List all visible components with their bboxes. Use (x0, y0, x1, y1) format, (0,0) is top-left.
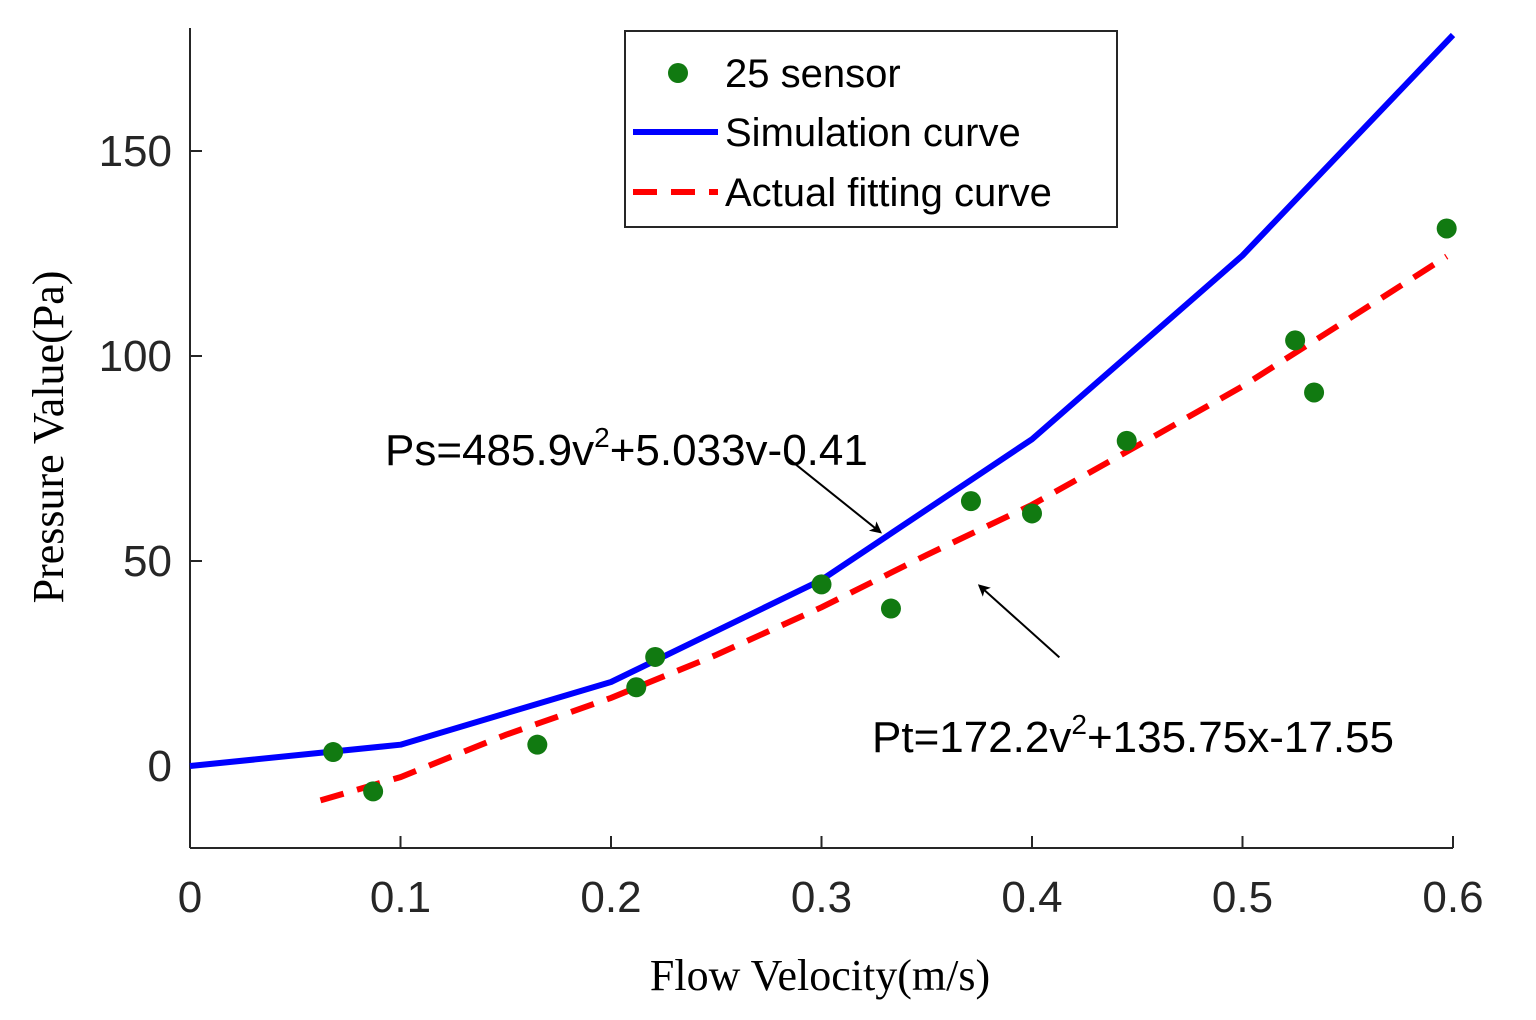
sensor-data-point (1022, 503, 1042, 524)
x-axis-label: Flow Velocity(m/s) (650, 951, 990, 1000)
sensor-data-point (645, 646, 666, 667)
sensor-data-point (1304, 382, 1325, 403)
sensor-data-point (1436, 218, 1457, 239)
legend-label: Simulation curve (725, 111, 1021, 155)
sensor-data-point (363, 781, 384, 802)
x-tick-label: 0 (178, 873, 202, 922)
equation-label: Pt=172.2v2+135.75x-17.55 (872, 709, 1394, 762)
x-tick-label: 0.6 (1422, 873, 1483, 922)
sensor-data-point (811, 574, 832, 595)
sensor-data-point (880, 598, 901, 619)
axes: 0 0.1 0.2 0.3 0.4 0.5 0.6 0 50 100 150 (99, 28, 1484, 922)
annotations: Ps=485.9v2+5.033v-0.41 Pt=172.2v2+135.75x… (385, 422, 1394, 762)
y-tick-label: 0 (148, 742, 172, 791)
legend-label: 25 sensor (725, 52, 901, 96)
plot-series (189, 32, 1457, 804)
y-tick-label: 100 (99, 332, 172, 381)
x-tick-label: 0.3 (791, 873, 852, 922)
legend-marker-sensor (668, 63, 688, 83)
sensor-data-point (626, 677, 647, 698)
sensor-data-point (323, 742, 344, 763)
x-tick-label: 0.2 (580, 873, 641, 922)
fitting-curve-line (319, 253, 1449, 804)
annotation-arrow (785, 455, 883, 534)
legend: 25 sensor Simulation curve Actual fitting … (624, 30, 1118, 228)
y-tick-label: 150 (99, 127, 172, 176)
x-tick-label: 0.1 (370, 873, 431, 922)
sensor-data-point (1116, 430, 1137, 451)
sensor-data-point (527, 734, 548, 755)
y-tick-label: 50 (123, 537, 172, 586)
x-tick-label: 0.5 (1212, 873, 1273, 922)
x-tick-label: 0.4 (1001, 873, 1062, 922)
equation-label: Ps=485.9v2+5.033v-0.41 (385, 422, 868, 475)
y-axis-label: Pressure Value(Pa) (24, 271, 73, 604)
legend-label: Actual fitting curve (725, 171, 1052, 215)
sensor-data-point (1285, 330, 1306, 351)
sensor-data-point (960, 491, 981, 512)
annotation-arrow (977, 584, 1061, 659)
